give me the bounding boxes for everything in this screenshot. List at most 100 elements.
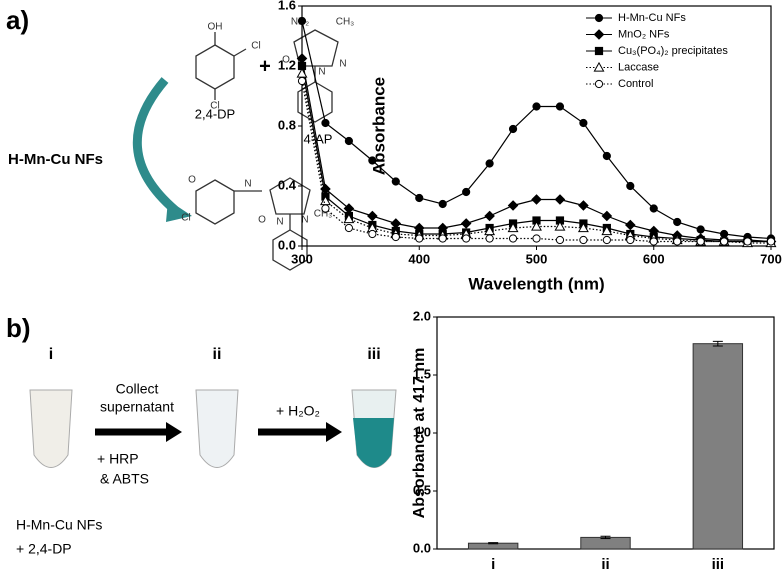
marker <box>344 223 353 233</box>
marker <box>673 237 682 246</box>
tube-label: ii <box>213 346 222 363</box>
marker <box>766 237 776 246</box>
atom-label: O <box>282 55 290 66</box>
atom-label: CH₃ <box>314 209 333 220</box>
marker <box>391 232 400 242</box>
atom-label: OH <box>208 22 223 33</box>
marker <box>601 225 613 236</box>
marker <box>602 235 611 245</box>
catalyst: H-Mn-Cu NFs <box>8 151 103 168</box>
y-axis-title: Absorbance at 417 nm <box>411 348 428 519</box>
x-tick-label: 500 <box>526 251 548 266</box>
atom-label: N <box>318 67 325 78</box>
marker <box>507 200 519 211</box>
marker <box>532 102 541 111</box>
ring <box>272 229 308 271</box>
x-tick-label: iii <box>712 556 725 573</box>
step: + H₂O₂ <box>276 403 320 419</box>
marker <box>321 204 330 213</box>
x-tick-label: i <box>491 556 495 573</box>
marker <box>343 213 355 224</box>
marker <box>601 210 613 222</box>
marker <box>594 46 604 56</box>
tube-label: i <box>49 346 53 363</box>
marker <box>593 61 605 72</box>
x-tick-label: ii <box>601 556 609 573</box>
step: Collect <box>116 381 159 397</box>
arrow-head <box>166 200 192 222</box>
legend-label: MnO₂ NFs <box>618 28 670 40</box>
y-tick-label: 2.0 <box>413 308 431 323</box>
marker <box>485 159 494 168</box>
panel-label: a) <box>6 5 29 35</box>
marker <box>507 222 519 233</box>
ring <box>195 179 235 225</box>
marker <box>391 177 400 186</box>
marker <box>321 118 330 128</box>
marker <box>743 237 752 246</box>
marker <box>578 200 589 211</box>
atom-label: Cl <box>251 41 260 52</box>
atom-label: N <box>244 179 251 190</box>
tube-liquid <box>353 418 394 468</box>
marker <box>624 219 636 231</box>
x-tick-label: 400 <box>408 251 430 266</box>
panel-label: b) <box>6 313 31 343</box>
marker <box>673 217 682 227</box>
marker <box>626 235 635 245</box>
marker <box>626 181 635 191</box>
marker <box>555 235 565 245</box>
marker <box>415 193 424 203</box>
tube-label: iii <box>367 346 380 363</box>
marker <box>594 79 604 89</box>
marker <box>554 220 566 231</box>
marker <box>390 218 402 229</box>
ring <box>297 81 333 123</box>
plus: + <box>259 55 271 77</box>
marker <box>579 118 588 128</box>
legend-label: Cu₃(PO₄)₂ precipitates <box>618 45 728 57</box>
atom-label: N <box>276 217 283 228</box>
arrow-head <box>326 422 342 442</box>
bar <box>580 536 631 550</box>
marker <box>297 16 307 26</box>
y-axis-title: Absorbance <box>369 77 388 175</box>
marker <box>554 194 566 205</box>
series-line <box>301 80 771 243</box>
legend-label: H-Mn-Cu NFs <box>618 12 686 24</box>
marker <box>438 234 447 243</box>
compound: 4-AP <box>304 131 333 146</box>
marker <box>649 237 658 246</box>
y-tick-label: 0.5 <box>413 482 431 497</box>
atom-label: O <box>258 215 266 226</box>
atom-label: N <box>339 59 346 70</box>
marker <box>696 237 705 246</box>
sample: H-Mn-Cu NFs <box>16 517 102 533</box>
y-tick-label: 1.5 <box>413 366 431 381</box>
compound: 2,4-DP <box>195 106 235 121</box>
tube <box>195 389 239 468</box>
marker <box>462 187 471 197</box>
marker <box>484 210 495 222</box>
x-tick-label: 600 <box>643 251 665 266</box>
marker <box>602 151 611 161</box>
y-tick-label: 1.6 <box>278 0 296 12</box>
x-axis-title: Wavelength (nm) <box>468 274 604 293</box>
marker <box>508 124 518 134</box>
tube <box>29 389 73 468</box>
marker <box>696 225 705 234</box>
scheme <box>195 29 339 271</box>
marker <box>462 234 471 243</box>
marker <box>531 220 542 231</box>
step: & ABTS <box>100 471 149 487</box>
marker <box>415 234 424 243</box>
y-tick-label: 0.0 <box>278 237 296 252</box>
marker <box>485 234 494 243</box>
x-tick-label: 300 <box>291 251 313 266</box>
marker <box>344 136 353 146</box>
legend-label: Control <box>618 78 653 90</box>
ring <box>195 44 235 90</box>
y-tick-label: 0.4 <box>278 177 297 192</box>
atom-label: N <box>301 215 308 226</box>
